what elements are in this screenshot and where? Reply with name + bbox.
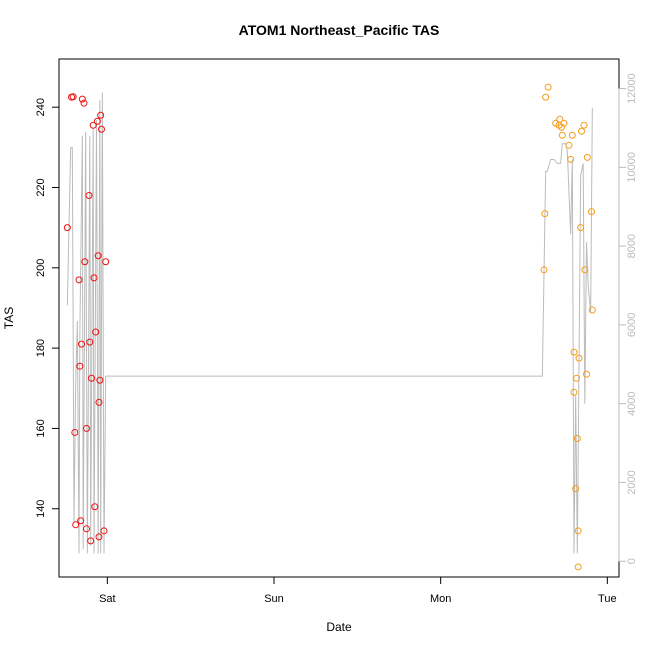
y-axis: 140 160 180 200 220 240 [35,98,60,518]
plot-area-frame [58,58,620,578]
y2-tick-label: 10000 [626,152,638,183]
x-tick-label: Mon [430,593,451,605]
series-1-point [81,258,89,266]
series-2-point [541,210,549,218]
y-tick-label: 220 [35,178,47,196]
series-2-point [542,93,550,101]
series-1-point [83,424,90,432]
series-2-point [588,208,595,216]
y-tick-label: 240 [35,98,47,116]
series-1-point [93,117,101,125]
series-1-point [85,192,93,200]
series-2-point [567,155,575,163]
series-1-point [95,398,103,406]
series-2-point [583,370,590,378]
series-1-point [91,503,99,511]
altitude-series [66,92,593,554]
y2-tick-label: 2000 [626,470,638,494]
series-1-point [89,121,97,129]
chart-title: ATOM1 Northeast_Pacific TAS [239,22,440,38]
series-1-point [83,525,90,533]
y-tick-label: 140 [35,500,47,518]
series-2-point [588,306,596,314]
series-1-point [90,274,98,282]
series-1-point [75,276,83,284]
series-2-point [580,121,588,129]
series-2-point [577,224,585,232]
series-2-point [574,527,582,535]
series-1-point [63,224,71,232]
y2-tick-label: 0 [626,558,638,564]
series-2-point [544,83,552,91]
series-1-point [88,374,95,382]
series-1-point [69,93,77,101]
series-2-point [573,374,580,382]
series-2-point [540,266,548,274]
series-2-point [572,485,580,493]
y2-tick-label: 12000 [626,73,638,104]
x-axis: Sat Sun Mon Tue [99,576,617,605]
series-1-point [72,521,80,529]
series-1-point [71,428,79,436]
series-1-point [94,252,102,260]
y-tick-label: 160 [35,419,47,437]
series-2-point [556,115,564,123]
series-2-point [570,348,578,356]
series-2-point [578,127,585,135]
series-2-point [565,141,573,149]
series-2-point [570,388,578,396]
series-1-point [78,340,85,348]
data-points [63,83,596,571]
altitude-line [66,92,593,554]
series-1-point [98,125,105,133]
series-2-point [581,266,589,274]
y-axis-label: TAS [2,307,16,329]
y2-tick-label: 8000 [626,234,638,258]
series-1-point [95,533,103,541]
series-2-point [573,434,581,442]
series-1-point [80,99,88,107]
x-tick-label: Sun [264,593,284,605]
y2-tick-label: 6000 [626,313,638,337]
series-2-point [568,131,576,139]
series-2-point [560,119,568,127]
x-tick-label: Sat [99,593,116,605]
secondary-y-axis: 0 2000 4000 6000 8000 10000 12000 [618,73,638,564]
series-2-point [575,354,583,362]
x-tick-label: Tue [598,593,617,605]
series-2-point [583,153,591,161]
series-1-point [96,376,104,384]
series-1-point [87,537,95,545]
series-1-point [86,338,94,346]
series-2-point [558,131,566,139]
y-tick-label: 200 [35,259,47,277]
series-1-point [97,111,105,119]
series-1-point [100,527,108,535]
series-1-point [76,362,84,370]
series-1-point [77,517,85,525]
y-tick-label: 180 [35,339,47,357]
y2-tick-label: 4000 [626,391,638,415]
series-2-point [574,563,582,571]
x-axis-label: Date [326,620,352,634]
series-1-point [78,95,86,103]
series-1-point [92,328,100,336]
series-1-point [102,258,110,266]
